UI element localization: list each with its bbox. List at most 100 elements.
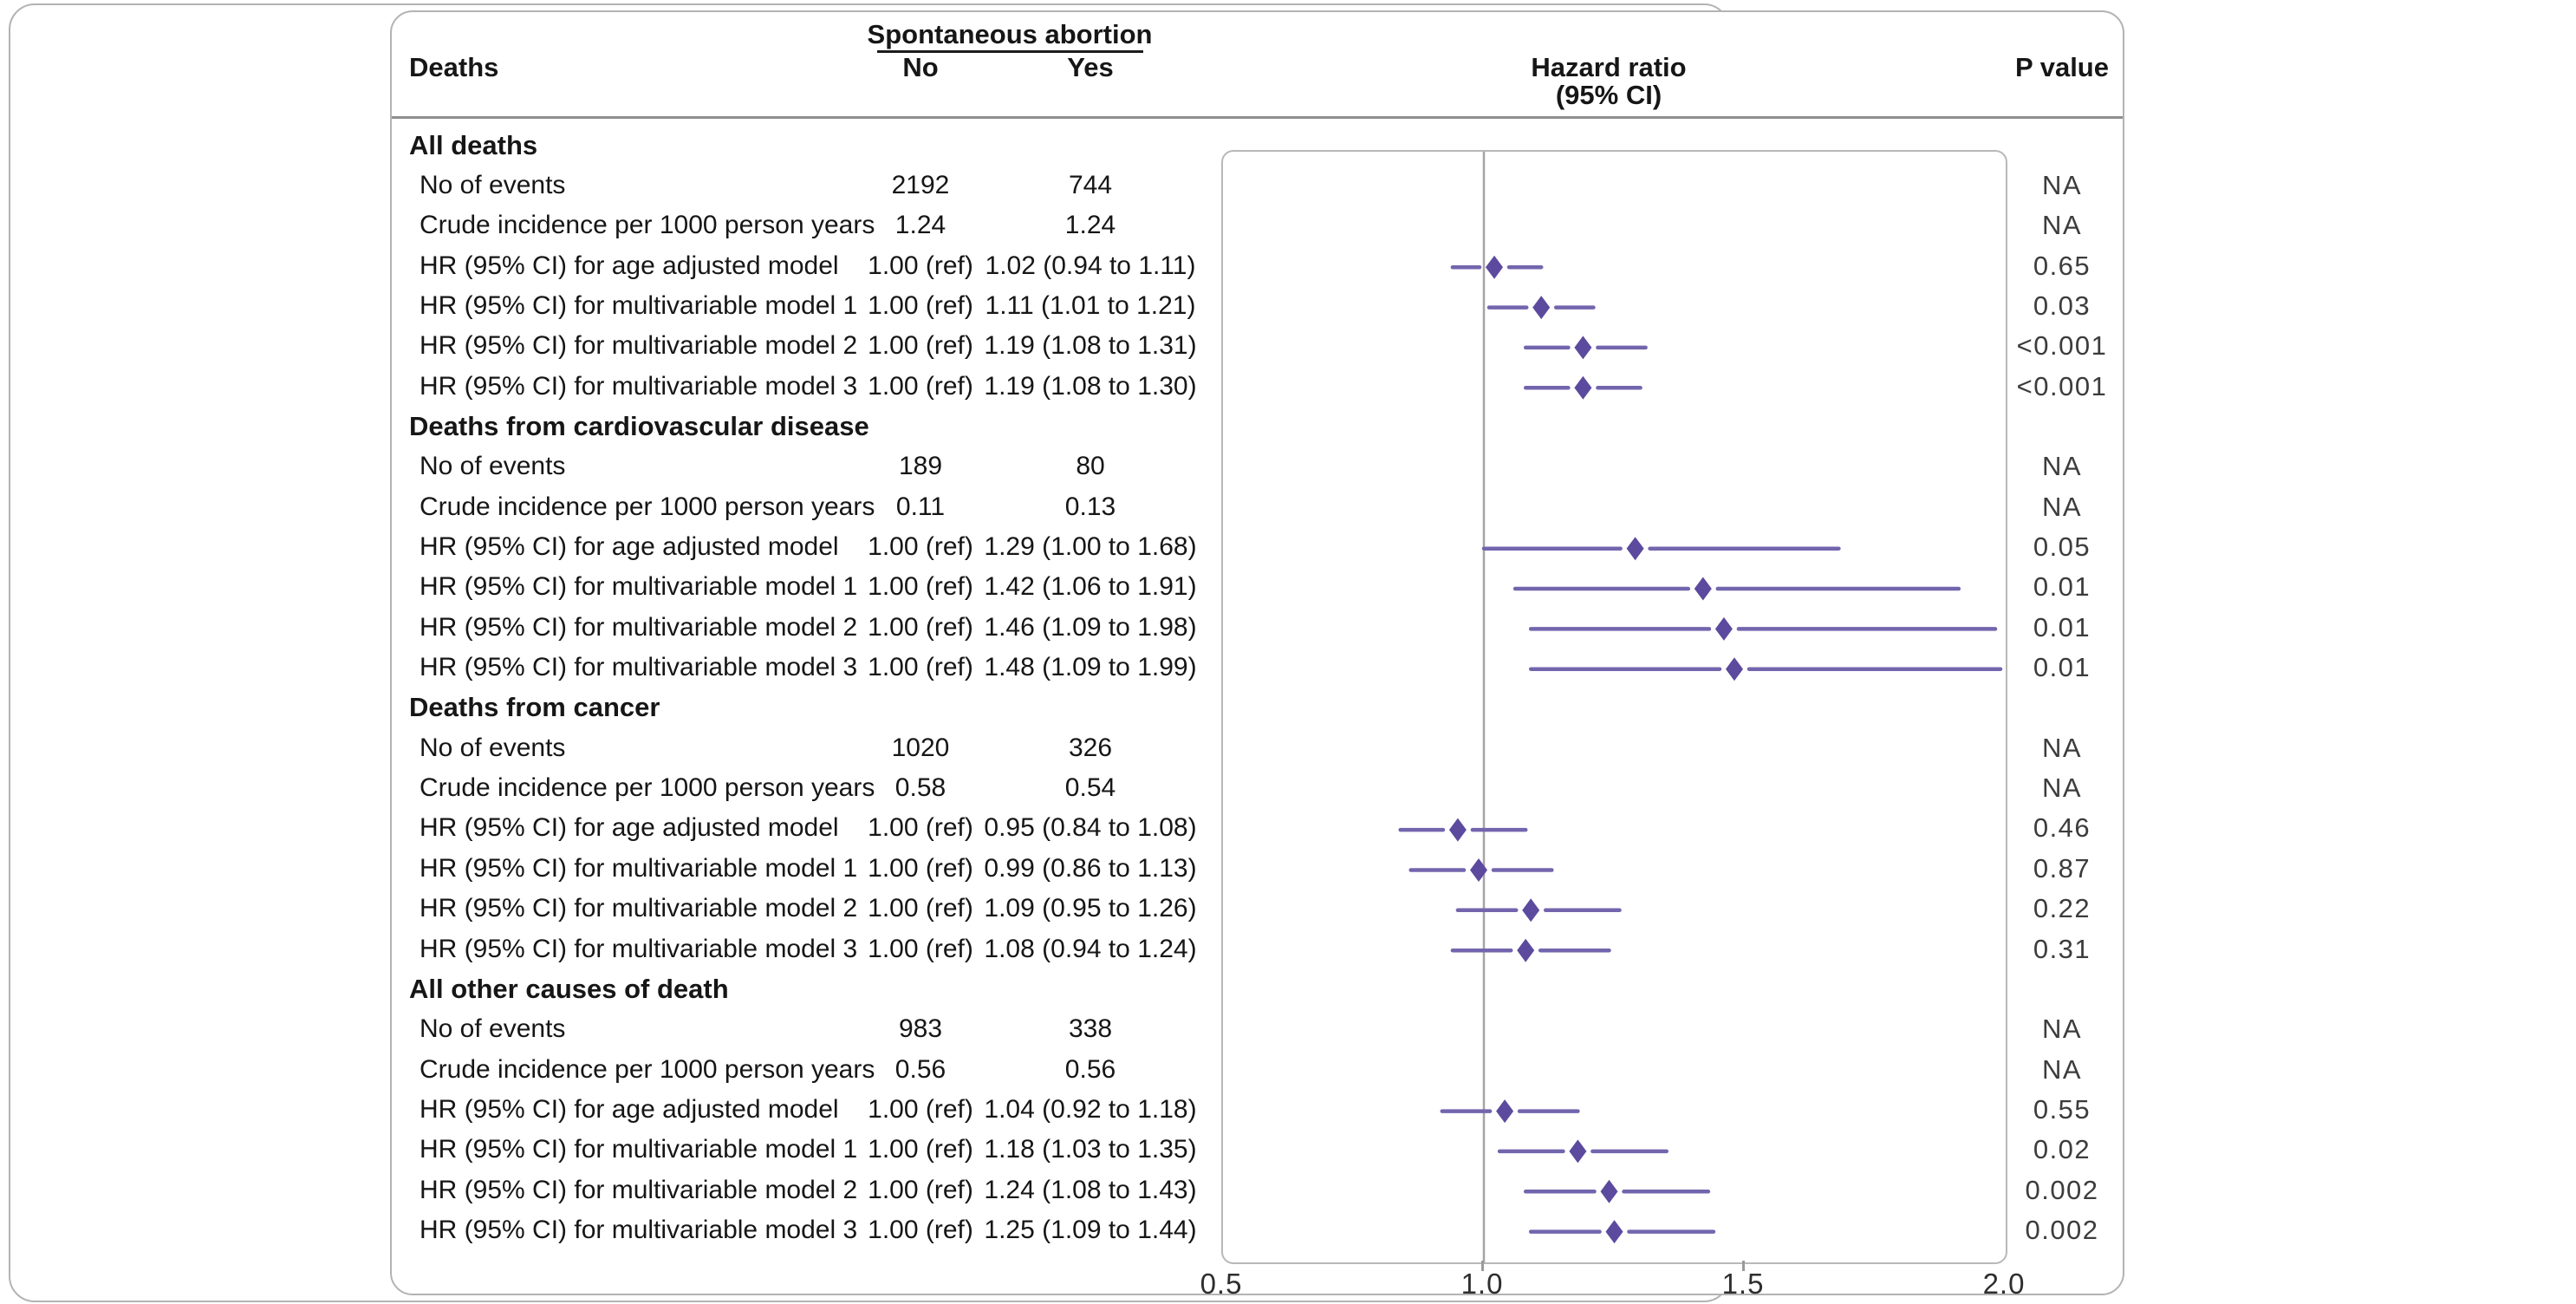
value-no: 1.00 (ref): [868, 290, 973, 320]
p-value: <0.001: [2016, 330, 2108, 362]
row-label: No of events: [420, 1014, 566, 1044]
section-title: Deaths from cardiovascular disease: [409, 410, 869, 441]
row-label: Crude incidence per 1000 person years: [420, 773, 875, 803]
axis-tick-label: 0.5: [1200, 1268, 1243, 1300]
value-no: 0.11: [895, 492, 946, 521]
p-value: 0.22: [2033, 893, 2091, 924]
section-title: All deaths: [409, 129, 538, 160]
table-row: HR (95% CI) for multivariable model 2 1.0…: [392, 889, 2123, 929]
value-no: 0.56: [894, 1054, 946, 1084]
p-value: 0.87: [2033, 852, 2091, 883]
value-yes: 1.02 (0.94 to 1.11): [985, 251, 1196, 280]
value-yes: 1.09 (0.95 to 1.26): [984, 894, 1197, 923]
value-no: 1.00 (ref): [868, 934, 973, 963]
value-no: 1.00 (ref): [868, 532, 973, 561]
value-yes: 1.19 (1.08 to 1.30): [984, 371, 1197, 401]
p-value: NA: [2041, 1014, 2083, 1045]
table-row: HR (95% CI) for age adjusted model 1.00 (…: [392, 245, 2123, 286]
hr-diamond: [1714, 616, 1733, 641]
p-value: NA: [2041, 1053, 2083, 1085]
value-yes: 1.18 (1.03 to 1.35): [984, 1135, 1197, 1164]
value-yes: 1.19 (1.08 to 1.31): [984, 331, 1197, 361]
p-value: 0.31: [2033, 933, 2091, 964]
axis-tick-label: 1.5: [1721, 1268, 1765, 1300]
value-yes: 0.54: [1064, 773, 1116, 803]
value-yes: 0.95 (0.84 to 1.08): [984, 813, 1197, 843]
table-row: HR (95% CI) for multivariable model 2 1.0…: [392, 1170, 2123, 1210]
row-label: HR (95% CI) for multivariable model 2: [420, 612, 858, 642]
table-row: No of events 1020 326 NA: [392, 727, 2123, 768]
row-label: HR (95% CI) for multivariable model 3: [420, 934, 858, 963]
value-no: 1.00 (ref): [868, 1175, 973, 1204]
hr-diamond: [1496, 1099, 1514, 1124]
column-header-no: No: [902, 52, 939, 82]
section-header-row: All deaths: [392, 125, 2123, 166]
row-label: HR (95% CI) for multivariable model 2: [420, 894, 858, 923]
p-value: 0.46: [2033, 812, 2091, 844]
table-row: Crude incidence per 1000 person years 1.2…: [392, 205, 2123, 246]
p-value: NA: [2041, 732, 2083, 763]
hr-diamond: [1626, 537, 1644, 561]
section-header-row: Deaths from cancer: [392, 688, 2123, 728]
hr-diamond: [1486, 255, 1503, 279]
value-yes: 1.25 (1.09 to 1.44): [984, 1215, 1197, 1244]
p-value: 0.002: [2025, 1174, 2099, 1205]
table-row: HR (95% CI) for multivariable model 2 1.0…: [392, 326, 2123, 367]
value-yes: 80: [1076, 452, 1105, 481]
value-no: 1.00 (ref): [868, 612, 973, 642]
value-yes: 326: [1068, 733, 1113, 762]
column-header-hazard-ratio-line2: (95% CI): [1555, 80, 1662, 110]
p-value: 0.01: [2033, 611, 2091, 642]
value-yes: 0.13: [1064, 492, 1116, 521]
table-row: HR (95% CI) for age adjusted model 1.00 (…: [392, 808, 2123, 849]
value-no: 1.00 (ref): [868, 653, 973, 682]
value-yes: 1.46 (1.09 to 1.98): [984, 612, 1197, 642]
table-row: HR (95% CI) for multivariable model 1 1.0…: [392, 285, 2123, 326]
value-no: 1.00 (ref): [868, 251, 973, 280]
section-title: All other causes of death: [409, 973, 729, 1004]
value-no: 1.00 (ref): [868, 894, 973, 923]
hr-diamond: [1605, 1220, 1623, 1244]
row-label: HR (95% CI) for multivariable model 1: [420, 572, 858, 602]
value-no: 1.00 (ref): [868, 813, 973, 843]
row-label: HR (95% CI) for multivariable model 3: [420, 371, 858, 401]
value-yes: 1.04 (0.92 to 1.18): [984, 1094, 1197, 1124]
p-value: NA: [2041, 210, 2083, 241]
hr-diamond: [1569, 1139, 1587, 1164]
p-value: 0.55: [2033, 1093, 2091, 1125]
header-divider-rule: [392, 116, 2123, 119]
axis-tick-label: 2.0: [1982, 1268, 2026, 1300]
figure-card: Deaths Spontaneous abortion No Yes Hazar…: [390, 10, 2124, 1300]
table-row: Crude incidence per 1000 person years 0.5…: [392, 1049, 2123, 1090]
value-no: 2192: [891, 170, 950, 199]
row-label: No of events: [420, 170, 566, 199]
p-value: 0.01: [2033, 652, 2091, 683]
value-yes: 1.24: [1064, 211, 1116, 240]
row-label: Crude incidence per 1000 person years: [420, 1054, 875, 1084]
table-row: HR (95% CI) for multivariable model 1 1.0…: [392, 567, 2123, 608]
table-row: HR (95% CI) for multivariable model 1 1.0…: [392, 1130, 2123, 1170]
row-label: HR (95% CI) for multivariable model 3: [420, 653, 858, 682]
value-no: 1.00 (ref): [868, 1094, 973, 1124]
table-row: No of events 2192 744 NA: [392, 165, 2123, 205]
p-value: 0.05: [2033, 531, 2091, 562]
section-title: Deaths from cancer: [409, 692, 660, 723]
group-header-underline: [877, 50, 1143, 53]
value-no: 1020: [891, 733, 950, 762]
value-no: 0.58: [894, 773, 946, 803]
table-row: HR (95% CI) for multivariable model 1 1.0…: [392, 848, 2123, 889]
table-row: HR (95% CI) for multivariable model 2 1.0…: [392, 607, 2123, 648]
column-header-p-value: P value: [2014, 52, 2109, 82]
table-row: HR (95% CI) for multivariable model 3 1.0…: [392, 648, 2123, 688]
value-yes: 744: [1068, 170, 1113, 199]
row-label: HR (95% CI) for multivariable model 1: [420, 1135, 858, 1164]
value-no: 1.24: [894, 211, 946, 240]
axis-tick: [1480, 1261, 1484, 1271]
section-header-row: All other causes of death: [392, 968, 2123, 1009]
value-no: 1.00 (ref): [868, 572, 973, 602]
hr-diamond: [1726, 657, 1743, 681]
column-header-deaths: Deaths: [409, 52, 499, 82]
value-yes: 1.11 (1.01 to 1.21): [985, 290, 1196, 320]
hr-diamond: [1574, 375, 1592, 400]
